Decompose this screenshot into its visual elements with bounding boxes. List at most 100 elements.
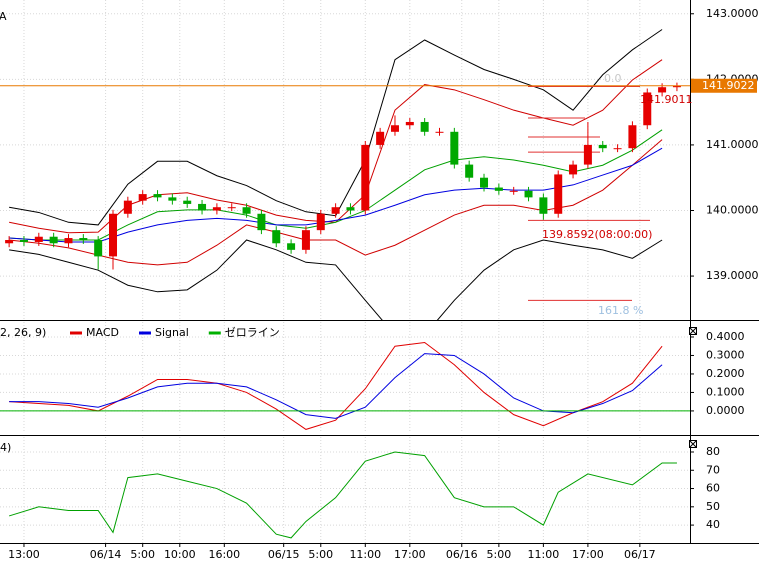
candle-body	[287, 243, 296, 250]
indicator-label: A	[0, 10, 7, 23]
candle-body	[658, 87, 667, 93]
overlay-line	[9, 139, 663, 266]
x-tick-label: 11:00	[528, 548, 560, 561]
annotation: 141.9011	[640, 93, 693, 106]
candle-body	[301, 230, 310, 250]
overlay-line	[9, 239, 663, 320]
candle-body	[643, 92, 652, 126]
candle-body	[138, 194, 147, 201]
overlay-line	[9, 129, 663, 241]
y-tick-label: 0.2000	[706, 367, 745, 380]
x-tick-label: 5:00	[130, 548, 155, 561]
candle-body	[183, 200, 192, 204]
candle-body	[420, 121, 429, 132]
rsi-panel	[0, 437, 690, 543]
candle-body	[376, 131, 385, 145]
y-tick-label: 70	[706, 463, 720, 476]
candle-body	[390, 125, 399, 132]
candle-body	[19, 240, 28, 242]
close-button[interactable]	[689, 327, 697, 335]
close-button[interactable]	[689, 440, 697, 448]
candle-body	[480, 177, 489, 188]
candle-body	[494, 187, 503, 191]
y-tick-label: 60	[706, 482, 720, 495]
annotation: 0.0	[604, 72, 622, 85]
candle-body	[435, 131, 444, 133]
x-tick-label: 06/17	[624, 548, 656, 561]
legend-label: ゼロライン	[225, 326, 280, 339]
x-tick-label: 06/16	[446, 548, 478, 561]
candle-body	[569, 164, 578, 175]
annotation: 161.8 %	[598, 304, 643, 317]
candle-body	[272, 230, 281, 244]
candle-body	[613, 148, 622, 150]
candle-body	[198, 203, 207, 211]
candle-body	[539, 197, 548, 214]
y-tick-label: 80	[706, 445, 720, 458]
annotation: 139.8592(08:00:00)	[542, 228, 652, 241]
candle-body	[227, 207, 236, 209]
macd-panel	[0, 322, 690, 432]
candle-body	[465, 164, 474, 178]
y-tick-label: 0.0000	[706, 404, 745, 417]
y-tick-label: 140.0000	[706, 203, 759, 216]
candle-body	[554, 174, 563, 214]
candle-body	[168, 197, 177, 201]
candle-body	[524, 190, 533, 198]
candle-body	[450, 131, 459, 165]
x-tick-label: 16:00	[208, 548, 240, 561]
candle-body	[49, 236, 58, 244]
x-tick-label: 06/14	[90, 548, 122, 561]
candle-body	[598, 144, 607, 149]
y-tick-label: 143.0000	[706, 7, 759, 20]
y-tick-label: 0.3000	[706, 348, 745, 361]
candle-body	[94, 240, 103, 257]
panel-title: 4)	[0, 441, 11, 454]
panel-title: 2, 26, 9)	[0, 326, 46, 339]
candle-body	[405, 121, 414, 126]
current-price-label: 141.9022	[702, 79, 755, 92]
x-tick-label: 5:00	[308, 548, 333, 561]
candle-body	[64, 238, 73, 244]
x-tick-label: 11:00	[349, 548, 381, 561]
candle-body	[361, 144, 370, 211]
x-tick-label: 10:00	[164, 548, 196, 561]
y-tick-label: 50	[706, 500, 720, 513]
candle-body	[509, 190, 518, 192]
y-tick-label: 139.0000	[706, 269, 759, 282]
candle-body	[212, 207, 221, 211]
candle-body	[34, 236, 43, 242]
legend-label: Signal	[155, 326, 189, 339]
x-tick-label: 06/15	[268, 548, 300, 561]
candle-body	[79, 238, 88, 240]
axes: 13:00 06/14 5:00 10:00 16:00 06/15 5:00 11:00 17…	[0, 7, 759, 561]
x-tick-label: 17:00	[394, 548, 426, 561]
x-tick-label: 17:00	[572, 548, 604, 561]
candle-body	[583, 144, 592, 165]
candle-body	[153, 194, 162, 198]
candle-body	[5, 240, 14, 244]
overlay-line	[9, 147, 663, 243]
candle-body	[242, 207, 251, 214]
y-tick-label: 0.1000	[706, 385, 745, 398]
candle-body	[628, 125, 637, 149]
y-tick-label: 0.4000	[706, 330, 745, 343]
x-tick-label: 13:00	[8, 548, 40, 561]
y-tick-label: 141.0000	[706, 138, 759, 151]
candle-body	[331, 207, 340, 214]
current-price-box	[691, 78, 757, 93]
candle-body	[123, 200, 132, 214]
candle-body	[257, 213, 266, 231]
indicator-line	[9, 353, 663, 419]
candle-body	[672, 85, 681, 88]
indicator-line	[8, 451, 677, 539]
candle-body	[346, 207, 355, 211]
candle-body	[316, 213, 325, 231]
price-panel	[0, 0, 690, 320]
x-tick-label: 5:00	[487, 548, 512, 561]
legend-label: MACD	[86, 326, 119, 339]
candle-body	[109, 213, 118, 257]
y-tick-label: 40	[706, 518, 720, 531]
